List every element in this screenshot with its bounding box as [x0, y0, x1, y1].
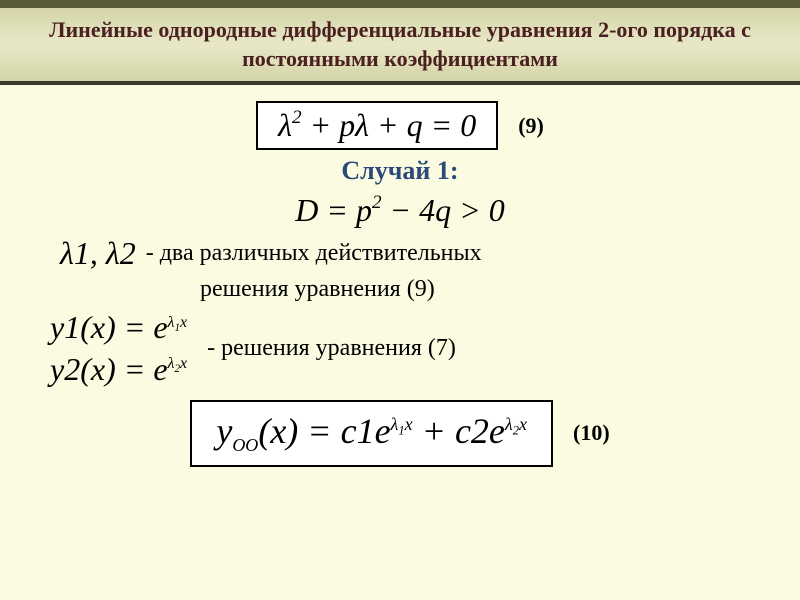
- solution-y1: y1(x) = eλ1x: [50, 307, 187, 349]
- lambda-roots: λ1, λ2: [60, 235, 136, 272]
- discriminant-equation: D = p2 − 4q > 0: [295, 192, 504, 229]
- equation-10-label: (10): [573, 420, 610, 446]
- slide-header: Линейные однородные дифференциальные ура…: [0, 0, 800, 85]
- solution-equations: y1(x) = eλ1x y2(x) = eλ2x: [50, 307, 187, 390]
- equation-9-row: λ2 + pλ + q = 0 (9): [30, 101, 770, 150]
- case-1-label: Случай 1:: [30, 156, 770, 186]
- equation-9: λ2 + pλ + q = 0: [256, 101, 498, 150]
- slide-content: λ2 + pλ + q = 0 (9) Случай 1: D = p2 − 4…: [0, 85, 800, 476]
- solutions-desc: - решения уравнения (7): [207, 335, 456, 362]
- roots-desc-line2-row: решения уравнения (9): [200, 276, 740, 303]
- solutions-row: y1(x) = eλ1x y2(x) = eλ2x - решения урав…: [50, 307, 750, 390]
- equation-9-label: (9): [518, 113, 544, 139]
- roots-desc-line1: - два различных действительных: [146, 240, 482, 267]
- solution-y2: y2(x) = eλ2x: [50, 349, 187, 391]
- roots-desc-line2: решения уравнения (9): [200, 276, 435, 303]
- discriminant-row: D = p2 − 4q > 0: [30, 192, 770, 229]
- roots-row: λ1, λ2 - два различных действительных: [60, 235, 740, 272]
- slide-title: Линейные однородные дифференциальные ура…: [20, 16, 780, 73]
- equation-10-row: yOO(x) = c1eλ1x + c2eλ2x (10): [30, 400, 770, 466]
- equation-10: yOO(x) = c1eλ1x + c2eλ2x: [190, 400, 553, 466]
